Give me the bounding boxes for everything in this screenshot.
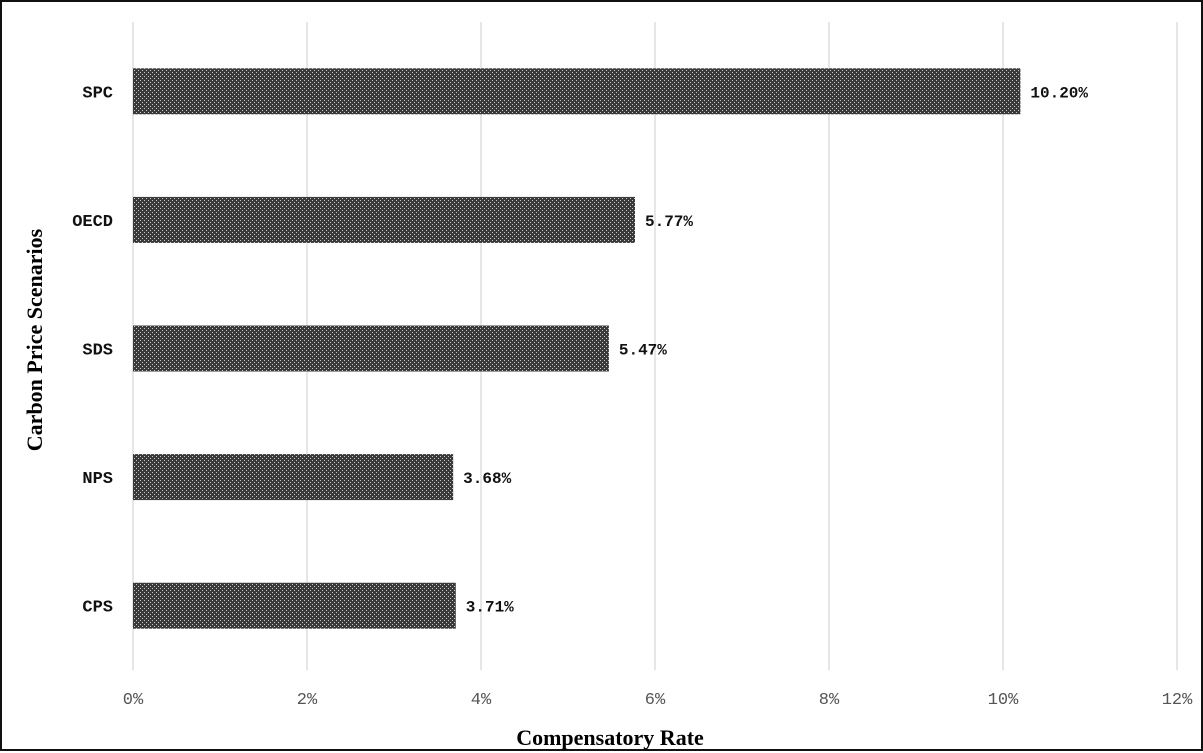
x-tick-label: 10%: [988, 691, 1019, 710]
bars: [133, 68, 1021, 629]
bar-nps: [133, 454, 454, 501]
bar-oecd: [133, 196, 635, 243]
x-axis-title: Compensatory Rate: [516, 725, 704, 750]
x-tick-label: 0%: [123, 691, 144, 710]
bar-sds: [133, 325, 609, 372]
category-label: NPS: [82, 470, 113, 489]
category-label: SPC: [82, 84, 113, 103]
value-label: 10.20%: [1030, 84, 1088, 102]
value-label: 5.47%: [619, 342, 667, 360]
labels: 0% 2% 4% 6% 8% 10% 12% SPC 10.20% OECD 5.77% SDS 5.4…: [72, 84, 1193, 710]
x-tick-label: 4%: [471, 691, 492, 710]
x-tick-label: 12%: [1162, 691, 1193, 710]
value-label: 5.77%: [645, 213, 693, 231]
x-tick-label: 6%: [645, 691, 666, 710]
x-tick-label: 2%: [297, 691, 318, 710]
y-axis-title: Carbon Price Scenarios: [22, 228, 47, 451]
category-label: OECD: [72, 213, 113, 232]
category-label: CPS: [82, 599, 113, 618]
category-label: SDS: [82, 342, 113, 361]
value-label: 3.68%: [463, 470, 511, 488]
value-label: 3.71%: [466, 599, 514, 617]
x-tick-label: 8%: [819, 691, 840, 710]
bar-spc: [133, 68, 1021, 115]
bar-cps: [133, 582, 456, 629]
